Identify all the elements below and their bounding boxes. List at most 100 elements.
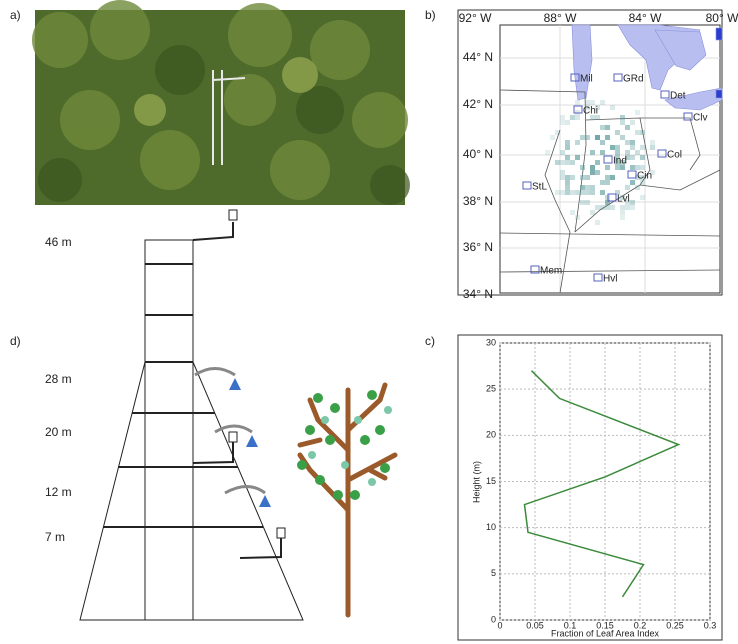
map-cell (640, 145, 645, 150)
map-cell (640, 195, 645, 200)
map-cell (610, 105, 615, 110)
map-cell (565, 145, 570, 150)
map-cell (580, 135, 585, 140)
map-cell (625, 150, 630, 155)
map-cell (565, 185, 570, 190)
map-cell (615, 150, 620, 155)
panel-label: d) (10, 334, 21, 348)
x-tick-label: 0 (497, 620, 502, 630)
map-cell (620, 205, 625, 210)
x-tick-label: 0.15 (596, 620, 614, 630)
map-cell (585, 135, 590, 140)
map-cell (605, 125, 610, 130)
map-cell (630, 155, 635, 160)
map-cell (555, 190, 560, 195)
map-cell (580, 185, 585, 190)
tree (297, 385, 395, 615)
map-cell (550, 135, 555, 140)
height-label: 20 m (45, 425, 72, 439)
x-tick-label: 0.05 (526, 620, 544, 630)
map-cell (630, 205, 635, 210)
map-cell (610, 175, 615, 180)
map-cell (640, 130, 645, 135)
city-label: StL (532, 182, 547, 193)
map-cell (630, 180, 635, 185)
map-cell (605, 175, 610, 180)
map-cell (565, 140, 570, 145)
map-cell (600, 100, 605, 105)
photo (32, 0, 410, 205)
map-cell (580, 175, 585, 180)
tower-diagram (80, 210, 303, 620)
map-cell (600, 180, 605, 185)
map-cell (565, 180, 570, 185)
map-cell (590, 210, 595, 215)
map-cell (565, 175, 570, 180)
map-cell (605, 135, 610, 140)
y-tick-label: 10 (486, 522, 496, 532)
map-cell (560, 170, 565, 175)
map-cell (620, 210, 625, 215)
map-cell (625, 205, 630, 210)
city-label: Hvl (603, 274, 617, 285)
latitude-label: 36° N (463, 240, 493, 254)
map-cell (575, 215, 580, 220)
map-cell (560, 120, 565, 125)
map-cell (585, 190, 590, 195)
map-cell (595, 135, 600, 140)
map-cell (585, 200, 590, 205)
y-tick-label: 5 (491, 568, 496, 578)
map-cell (590, 100, 595, 105)
map-cell (600, 205, 605, 210)
map-cell (605, 165, 610, 170)
map-cell (590, 190, 595, 195)
longitude-label: 84° W (629, 11, 662, 25)
x-tick-label: 0.2 (634, 620, 647, 630)
map-cell (640, 165, 645, 170)
map-cell (560, 160, 565, 165)
map-cell (635, 165, 640, 170)
map-cell (620, 115, 625, 120)
map-cell (570, 115, 575, 120)
map-cell (600, 125, 605, 130)
map-cell (590, 170, 595, 175)
y-tick-label: 20 (486, 430, 496, 440)
map-cell (620, 135, 625, 140)
city-label: Col (667, 150, 682, 161)
map-cell (635, 150, 640, 155)
map-cell (630, 145, 635, 150)
city-label: Mil (580, 74, 593, 85)
map-cell (565, 120, 570, 125)
y-tick-label: 25 (486, 384, 496, 394)
map-cell (605, 205, 610, 210)
map-cell (615, 145, 620, 150)
map-cell (605, 180, 610, 185)
longitude-label: 88° W (544, 11, 577, 25)
latitude-label: 44° N (463, 50, 493, 64)
map-cell (570, 190, 575, 195)
height-label: 7 m (45, 530, 65, 544)
city-label: Det (670, 91, 686, 102)
latitude-label: 34° N (463, 287, 493, 301)
map-cell (650, 145, 655, 150)
map-cell (590, 150, 595, 155)
map-cell (575, 190, 580, 195)
map-cell (625, 125, 630, 130)
map-cell (570, 160, 575, 165)
map-cell (565, 155, 570, 160)
map-cell (625, 140, 630, 145)
height-label: 28 m (45, 372, 72, 386)
map-cell (555, 130, 560, 135)
map-cell (635, 185, 640, 190)
figure: a) b) c) d) (0, 0, 738, 644)
map-cell (570, 210, 575, 215)
map-cell (560, 150, 565, 155)
city-label: Mem (540, 266, 562, 277)
map-cell (595, 220, 600, 225)
map-cell (625, 185, 630, 190)
map (458, 10, 722, 295)
map-cell (640, 155, 645, 160)
map-cell (555, 160, 560, 165)
map-cell (585, 175, 590, 180)
map-cell (590, 185, 595, 190)
